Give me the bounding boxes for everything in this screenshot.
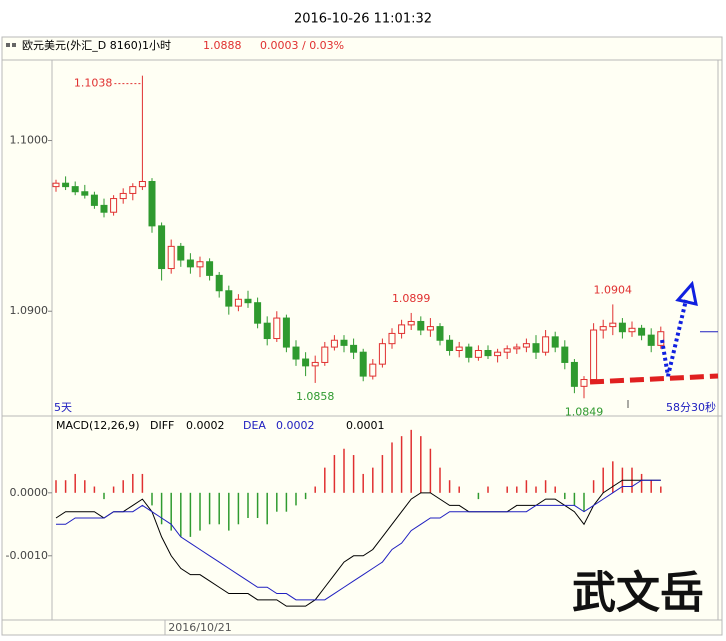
candle-body: [590, 329, 598, 381]
price: 1.0888: [203, 39, 242, 52]
candle-body: [609, 322, 617, 328]
candle-body: [446, 339, 454, 351]
candle-body: [158, 225, 166, 270]
y-tick-label: 1.1000: [10, 134, 49, 147]
candle-body: [119, 192, 127, 200]
dea-label: DEA: [243, 419, 266, 432]
candle-body: [177, 245, 185, 261]
candle-body: [378, 343, 386, 365]
candle-body: [302, 358, 310, 367]
candle-body: [474, 349, 482, 358]
y-tick-label: 0.0000: [10, 486, 49, 499]
candle-body: [71, 186, 79, 193]
candle-body: [196, 261, 204, 268]
candle-body: [599, 326, 607, 331]
dea-line: [56, 479, 661, 601]
countdown: 58分30秒: [666, 400, 716, 414]
support-line: [589, 373, 719, 385]
candle-body: [551, 336, 559, 348]
candle-body: [407, 320, 415, 326]
candle-body: [369, 363, 377, 377]
candle-body: [215, 274, 223, 292]
candle-body: [330, 339, 338, 348]
diff-value: 0.0002: [186, 419, 225, 432]
candle-body: [350, 344, 358, 353]
candle-body: [638, 327, 646, 336]
chart-frame: [1, 36, 723, 636]
candle-body: [503, 348, 511, 353]
candle-body: [81, 191, 89, 196]
candle-body: [90, 194, 98, 206]
candle-body: [532, 343, 540, 353]
candle-body: [129, 186, 137, 194]
candle-body: [436, 326, 444, 341]
extreme-label: 1.1038: [74, 77, 113, 90]
candle-body: [110, 198, 118, 213]
candle-body: [484, 349, 492, 357]
period-label: 5天: [54, 401, 72, 414]
candle-body: [522, 343, 530, 348]
watermark: 武文岳: [572, 568, 704, 619]
y-tick-label: 1.0900: [10, 304, 49, 317]
candle-body: [398, 324, 406, 334]
symbol-icon: [6, 43, 16, 47]
candle-body: [167, 245, 175, 270]
candle-body: [657, 331, 665, 346]
extreme-label: 1.0904: [594, 283, 633, 296]
candle-body: [100, 204, 108, 213]
candle-body: [292, 346, 300, 360]
timestamp: 2016-10-26 11:01:32: [294, 12, 432, 27]
arrow-head: [675, 280, 698, 306]
candle-body: [618, 322, 626, 333]
dea-value: 0.0002: [276, 419, 315, 432]
candle-body: [186, 259, 194, 268]
candle-body: [254, 302, 262, 324]
candle-body: [225, 290, 233, 307]
candle-body: [570, 361, 578, 387]
candle-body: [542, 336, 550, 353]
candle-body: [138, 180, 146, 188]
symbol: 欧元美元(外汇_D 8160)1小时: [22, 39, 171, 52]
macd-title: MACD(12,26,9): [56, 419, 140, 432]
candle-body: [417, 320, 425, 331]
y-tick-label: -0.0010: [6, 549, 48, 562]
candle-body: [273, 317, 281, 340]
diff-label: DIFF: [150, 419, 174, 432]
macd-value: 0.0001: [346, 419, 385, 432]
candle-body: [561, 346, 569, 363]
candle-body: [513, 346, 521, 350]
candle-body: [282, 317, 290, 348]
date-label: 2016/10/21: [168, 621, 231, 634]
candle-body: [628, 327, 636, 333]
candle-body: [244, 298, 252, 304]
candle-body: [580, 379, 588, 387]
candle-body: [465, 346, 473, 358]
candle-body: [311, 361, 319, 367]
candle-body: [340, 339, 348, 346]
extreme-label: 1.0858: [296, 390, 335, 403]
candle-body: [234, 298, 242, 307]
candle-body: [263, 322, 271, 340]
candle-body: [62, 182, 70, 188]
candle-body: [647, 334, 655, 346]
candle-body: [52, 182, 60, 188]
candle-body: [359, 351, 367, 377]
trend-arrow: [660, 299, 688, 377]
diff-line: [55, 479, 661, 607]
candle-body: [206, 261, 214, 276]
candle-body: [494, 351, 502, 357]
candle-body: [455, 346, 463, 351]
extreme-label: 1.0899: [392, 292, 431, 305]
candle-body: [321, 346, 329, 363]
extreme-label: 1.0849: [565, 405, 604, 418]
candle-body: [388, 332, 396, 345]
candle-body: [426, 326, 434, 331]
candle-body: [148, 180, 156, 227]
change: 0.0003 / 0.03%: [260, 39, 344, 52]
